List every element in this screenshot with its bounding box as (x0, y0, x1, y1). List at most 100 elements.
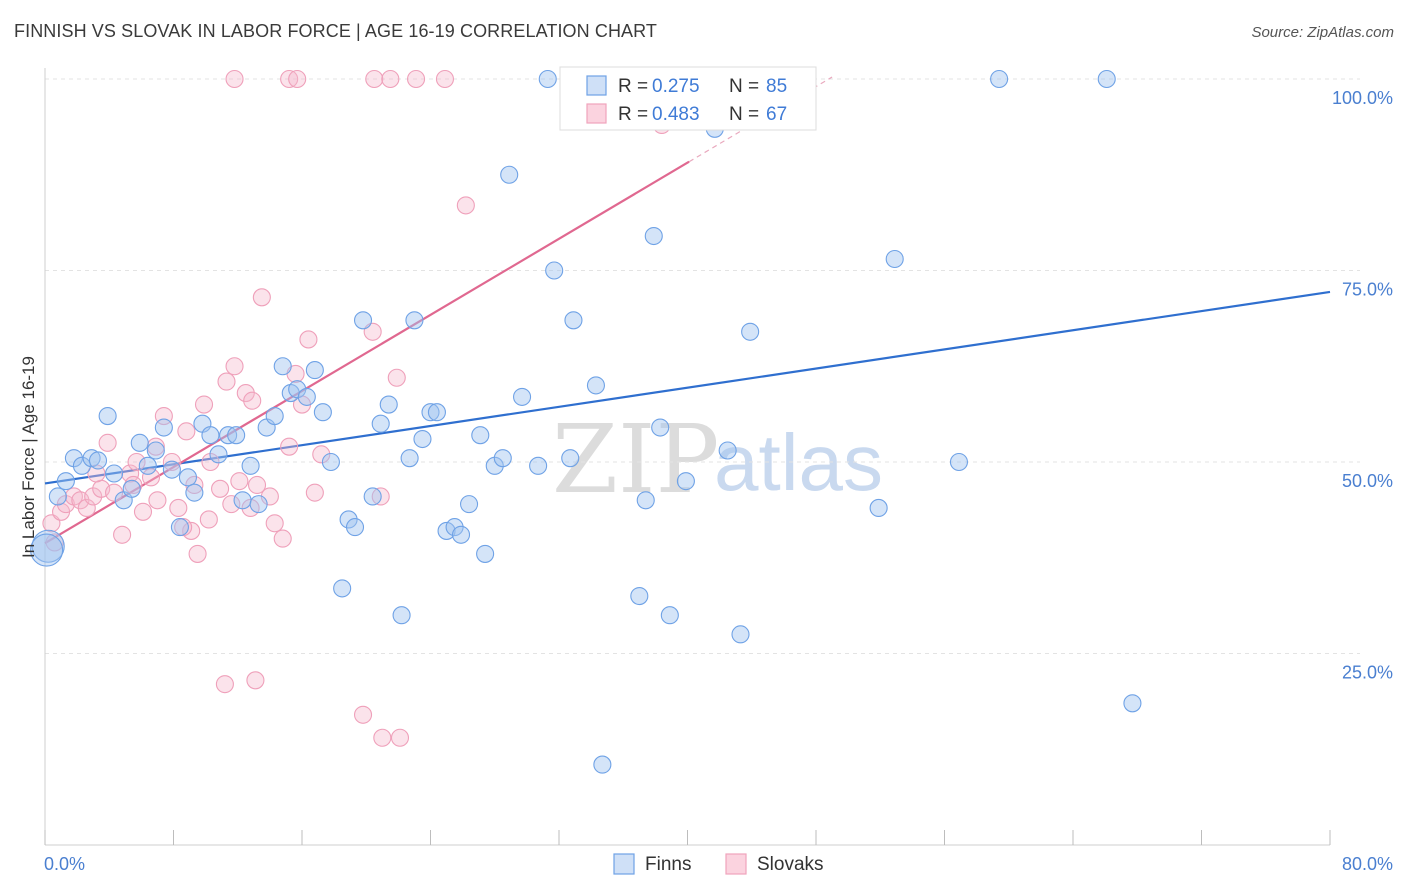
finns-point (421, 403, 440, 422)
finns-point (30, 533, 64, 567)
finns-point (138, 456, 157, 475)
slovaks-point (312, 445, 331, 464)
finns-point (630, 586, 649, 606)
axis-layer: 25.0% 50.0% 75.0% 100.0% (44, 68, 1393, 846)
finns-point (676, 472, 695, 491)
slovaks-point (199, 510, 218, 529)
finns-point (154, 418, 173, 437)
finns-point (392, 606, 411, 625)
finns-point (48, 487, 67, 506)
slovaks-point (169, 498, 188, 518)
finns-point (265, 406, 284, 426)
legend-finns-r-label: R = (618, 76, 648, 97)
finns-point (529, 456, 548, 475)
finns-point (98, 406, 117, 426)
bottom-legend-slovaks-label: Slovaks (757, 854, 824, 875)
finns-point (471, 426, 490, 445)
legend: R = 0.275 N = 85 R = 0.483 N = 67 (559, 66, 817, 131)
slovaks-point (105, 483, 124, 502)
bottom-legend-finns-swatch (613, 853, 635, 875)
finns-point (233, 491, 252, 510)
finns-point (885, 249, 904, 269)
finns-point (1123, 694, 1142, 713)
slovaks-point (390, 728, 410, 747)
finns-point (241, 456, 260, 475)
slovaks-point (177, 422, 196, 441)
slovaks-point (252, 288, 271, 307)
chart-title: FINNISH VS SLOVAK IN LABOR FORCE | AGE 1… (14, 21, 658, 41)
slovaks-point (77, 498, 96, 518)
finns-point (379, 395, 398, 414)
finns-point (538, 69, 557, 89)
x-tick-label-max: 80.0% (1342, 854, 1393, 874)
finns-point (273, 357, 292, 376)
finns-point (56, 472, 75, 491)
finns-point (353, 311, 373, 330)
x-tick-label-min: 0.0% (44, 854, 85, 874)
finns-point (130, 433, 149, 452)
finns-point (513, 387, 532, 406)
finns-point (178, 468, 198, 487)
finns-point (122, 479, 141, 498)
slovaks-point (98, 433, 117, 452)
slovaks-point (225, 69, 244, 89)
legend-slovaks-r-value: 0.483 (652, 104, 700, 125)
finns-point (718, 441, 737, 460)
legend-slovaks-swatch (586, 103, 607, 124)
finns-point (644, 226, 663, 246)
finns-point (72, 456, 91, 475)
finns-point (445, 518, 464, 537)
bottom-legend-finns-label: Finns (645, 854, 691, 875)
finns-point (345, 518, 365, 537)
slovaks-point (288, 69, 307, 89)
finns-trend-line (44, 290, 1331, 485)
legend-finns-n-value: 85 (766, 76, 787, 97)
finns-point (400, 449, 419, 468)
slovaks-point (133, 502, 153, 521)
finns-point (476, 544, 495, 563)
finns-point (413, 429, 432, 449)
bottom-legend-slovaks-swatch (725, 853, 747, 875)
finns-point (1097, 69, 1116, 89)
slovaks-point (280, 437, 299, 456)
y-tick-label: 100.0% (1332, 88, 1393, 108)
y-axis-label: In Labor Force | Age 16-19 (19, 356, 38, 558)
finns-point (451, 525, 471, 544)
finns-point (869, 498, 888, 518)
slovaks-point (148, 491, 167, 510)
finns-point (305, 361, 324, 380)
finns-point (651, 418, 670, 437)
finns-point (321, 452, 340, 472)
finns-point (31, 529, 65, 563)
slovaks-point (127, 452, 146, 472)
finns-point (493, 449, 512, 468)
finns-point (660, 606, 679, 625)
slovaks-point (456, 196, 475, 215)
slovaks-point (247, 475, 267, 495)
finns-point (105, 464, 124, 483)
slovaks-point (113, 525, 132, 544)
y-tick-label: 75.0% (1342, 280, 1393, 300)
slovaks-point (381, 69, 400, 89)
finns-point (288, 380, 307, 399)
legend-finns-n-label: N = (729, 76, 759, 97)
slovaks-point (217, 372, 236, 391)
source-label: Source: ZipAtlas.com (1251, 24, 1394, 41)
finns-point (741, 322, 760, 341)
finns-point (185, 483, 204, 502)
slovaks-point (243, 391, 262, 410)
finns-point (227, 426, 246, 445)
slovaks-point (185, 475, 204, 495)
slovaks-point (299, 330, 318, 349)
legend-finns-r-value: 0.275 (652, 76, 700, 97)
finns-point (561, 449, 580, 468)
legend-slovaks-n-label: N = (729, 104, 759, 125)
legend-finns-swatch (586, 75, 607, 96)
finns-point (564, 311, 583, 330)
finns-point (297, 387, 316, 406)
finns-point (209, 445, 228, 464)
slovaks-point (435, 69, 455, 89)
finns-point (459, 495, 479, 514)
points-layer (30, 69, 1142, 774)
finns-point (333, 579, 352, 598)
